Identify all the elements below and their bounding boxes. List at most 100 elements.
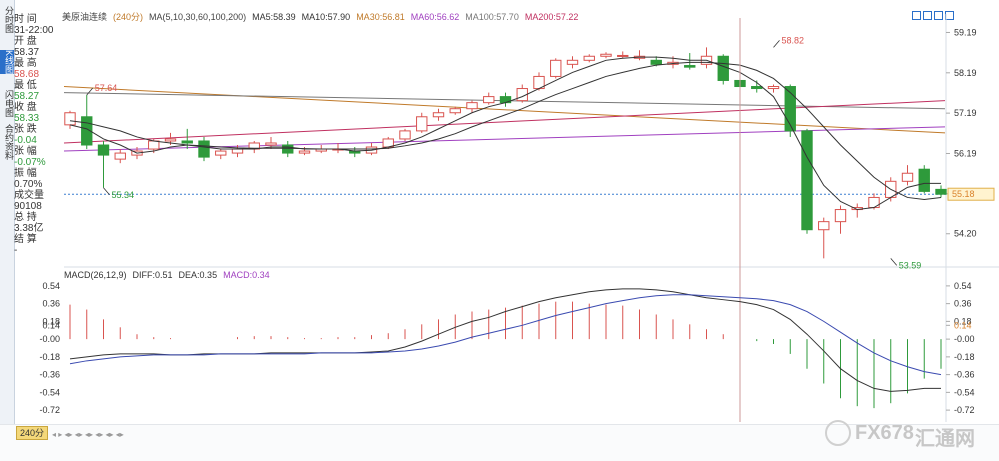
info-value: 31-22:00 <box>14 25 54 36</box>
y-tick-label: 57.19 <box>954 108 977 118</box>
macd-legend-item: MACD:0.34 <box>223 270 270 280</box>
macd-y-tick-label-left: -0.36 <box>39 370 60 380</box>
rail-tab-0[interactable]: 分时图 <box>4 6 14 33</box>
candle[interactable] <box>818 221 830 231</box>
info-value: 90108 <box>14 201 42 212</box>
macd-line-diff <box>69 288 941 392</box>
macd-y-tick-label: 0.36 <box>954 299 972 309</box>
candle[interactable] <box>617 54 629 57</box>
ma-legend-item: MA200:57.22 <box>524 12 579 22</box>
candle[interactable] <box>801 130 813 231</box>
candle[interactable] <box>717 55 729 81</box>
candle[interactable] <box>901 172 914 182</box>
macd-y-tick-label-left: -0.72 <box>39 405 60 415</box>
candle[interactable] <box>114 152 126 160</box>
candle[interactable] <box>583 55 595 61</box>
info-value: -0.07% <box>14 157 46 168</box>
rail-tab-2[interactable]: 闪电图 <box>4 90 14 117</box>
candle[interactable] <box>265 142 277 146</box>
candle[interactable] <box>164 138 177 142</box>
info-label: 开 盘 <box>14 36 37 47</box>
candle[interactable] <box>298 150 311 154</box>
price-annotation: 53.59 <box>899 260 922 270</box>
current-price-tag-label: 55.18 <box>952 189 975 199</box>
candle[interactable] <box>466 102 478 110</box>
period-selector-button[interactable]: 240分 <box>16 426 48 440</box>
annotation-pointer <box>86 87 94 96</box>
candle[interactable] <box>751 86 763 90</box>
candle[interactable] <box>97 144 110 156</box>
current-price-tag <box>947 187 995 201</box>
price-annotation: 57.64 <box>95 83 118 93</box>
ma-legend-item: MA30:56.81 <box>356 12 405 22</box>
candle[interactable] <box>198 140 210 158</box>
tool-icons[interactable]: ◂ ▸ ◂▸ ◂▸ ◂▸ ◂▸ ◂▸ ◂▸ <box>52 430 124 439</box>
ma-line-ma30 <box>63 86 946 134</box>
candle[interactable] <box>483 96 495 104</box>
info-label: 张 幅 <box>14 146 37 157</box>
info-value: 0.70% <box>14 179 43 190</box>
info-value: 58.33 <box>14 113 40 124</box>
watermark-brand-cn: 汇通网 <box>915 428 975 450</box>
candle[interactable] <box>215 150 227 156</box>
candle[interactable] <box>550 59 562 77</box>
macd-line-dea <box>69 294 942 376</box>
candle[interactable] <box>416 116 428 132</box>
macd-y-tick-label: -0.18 <box>954 352 975 362</box>
macd-legend-item: DIFF:0.51 <box>132 270 173 280</box>
y-tick-label: 59.19 <box>954 27 977 37</box>
y-tick-label: 56.19 <box>954 148 977 158</box>
left-tab-rail: 分时图 K线图闪电图合约资料 <box>0 0 15 460</box>
ma-line-ma200 <box>63 100 946 144</box>
candle[interactable] <box>81 116 93 146</box>
candle[interactable] <box>148 140 160 150</box>
info-label: 最 高 <box>14 58 37 69</box>
candlestick-chart[interactable]: 59.1958.1957.1956.1955.1954.200.540.540.… <box>0 0 999 424</box>
window-icon[interactable] <box>912 11 921 20</box>
macd-y-tick-label: -0.36 <box>954 370 975 380</box>
candle[interactable] <box>399 130 411 140</box>
candle[interactable] <box>282 144 294 154</box>
candle[interactable] <box>566 59 579 65</box>
candle[interactable] <box>650 59 662 65</box>
macd-y-tick-label: -0.00 <box>954 334 975 344</box>
window-icon[interactable] <box>923 11 932 20</box>
ma-legend-item: MA100:57.70 <box>465 12 519 22</box>
candle[interactable] <box>935 188 947 195</box>
ma-params[interactable]: MA(5,10,30,60,100,200) <box>149 12 247 22</box>
info-value: 58.37 <box>14 47 40 58</box>
annotation-pointer <box>890 258 898 266</box>
info-value: 58.68 <box>14 69 40 80</box>
macd-y-tick-label: 0.18 <box>954 316 972 326</box>
ma-line-ma5 <box>69 56 941 211</box>
candle[interactable] <box>449 108 461 114</box>
info-label: 总 持 <box>14 212 37 223</box>
candle[interactable] <box>918 168 930 192</box>
macd-y-tick-label: 0.54 <box>954 281 972 291</box>
annotation-pointer <box>103 187 110 196</box>
macd-y-tick-label-left: -0.54 <box>39 387 60 397</box>
macd-y-tick-label: -0.54 <box>954 387 975 397</box>
quote-info-panel: 时 间 31-22:00 开 盘 58.37 最 高 58.68 最 低 58.27 收 盘 58… <box>14 14 62 314</box>
macd-y-tick-label-left: 0.18 <box>42 316 60 326</box>
candle[interactable] <box>64 112 76 126</box>
rail-tab-1[interactable]: K线图 <box>0 50 14 75</box>
price-annotation: 55.34 <box>112 190 135 200</box>
ma-legend-item: MA60:56.62 <box>410 12 460 22</box>
window-icon[interactable] <box>934 11 943 20</box>
info-label: 最 低 <box>14 80 37 91</box>
candle[interactable] <box>767 86 780 90</box>
candle[interactable] <box>684 65 696 68</box>
instrument-title: 美原油连续 <box>62 12 108 22</box>
period-text: (240分) <box>113 12 144 22</box>
candle[interactable] <box>834 209 847 223</box>
candle[interactable] <box>231 148 244 154</box>
candle[interactable] <box>432 112 445 118</box>
candle[interactable] <box>784 86 796 132</box>
candle[interactable] <box>868 196 880 209</box>
ma-line-ma60 <box>63 126 946 152</box>
candle[interactable] <box>600 53 612 57</box>
candle[interactable] <box>181 140 193 144</box>
y-tick-label: 54.20 <box>954 229 977 239</box>
rail-tab-3[interactable]: 合约资料 <box>4 124 14 160</box>
